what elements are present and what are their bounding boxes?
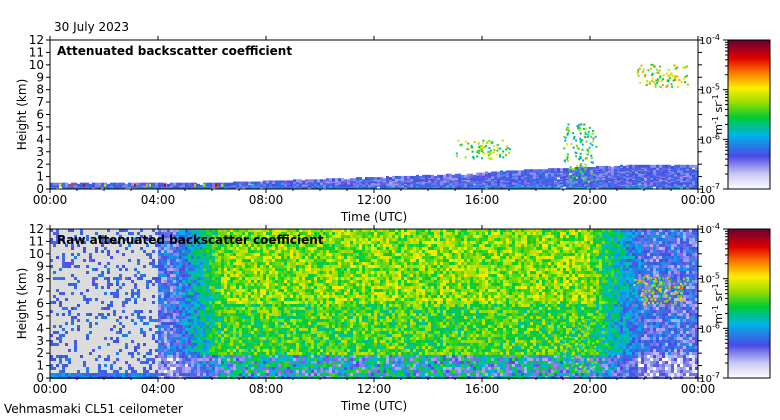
colorbar-tick-label: 10-5 xyxy=(699,272,720,286)
y-tick-label: 9 xyxy=(36,259,44,273)
x-tick-label: 04:00 xyxy=(141,193,176,207)
y-tick-label: 1 xyxy=(36,170,44,184)
colorbar-unit-label: m-1 sr-1 xyxy=(711,283,725,323)
y-tick-label: 12 xyxy=(29,222,44,236)
x-tick-label: 00:00 xyxy=(33,382,68,396)
colorbar-tick-label: 10-6 xyxy=(699,321,720,335)
y-tick-label: 8 xyxy=(36,83,44,97)
colorbar-tick-label: 10-6 xyxy=(699,132,720,146)
colorbar xyxy=(727,228,771,379)
feature-convective-cloud xyxy=(563,319,597,373)
x-tick-label: 08:00 xyxy=(249,382,284,396)
panel-title: Raw attenuated backscatter coefficient xyxy=(57,233,324,247)
y-tick-label: 10 xyxy=(29,247,44,261)
y-tick-label: 0 xyxy=(36,371,44,385)
backscatter-field xyxy=(50,229,698,379)
colorbar-tick-label: 10-4 xyxy=(699,33,720,47)
y-axis-label: Height (km) xyxy=(15,79,29,150)
y-tick-label: 6 xyxy=(36,297,44,311)
x-tick-label: 20:00 xyxy=(573,382,608,396)
x-tick-label: 04:00 xyxy=(141,382,176,396)
x-tick-label: 00:00 xyxy=(681,382,716,396)
y-tick-label: 0 xyxy=(36,182,44,196)
y-tick-label: 11 xyxy=(29,234,44,248)
y-tick-label: 12 xyxy=(29,33,44,47)
colorbar-tick-label: 10-4 xyxy=(699,222,720,236)
colorbar-tick-label: 10-5 xyxy=(699,83,720,97)
y-tick-label: 8 xyxy=(36,272,44,286)
y-tick-label: 7 xyxy=(36,284,44,298)
x-tick-label: 08:00 xyxy=(249,193,284,207)
y-tick-label: 3 xyxy=(36,145,44,159)
instrument-label: Vehmasmaki CL51 ceilometer xyxy=(4,402,183,416)
y-tick-label: 2 xyxy=(36,157,44,171)
colorbar-tick-label: 10-7 xyxy=(699,371,720,385)
y-tick-label: 11 xyxy=(29,45,44,59)
x-axis-label: Time (UTC) xyxy=(340,210,407,224)
colorbar-tick-label: 10-7 xyxy=(699,182,720,196)
y-tick-label: 5 xyxy=(36,120,44,134)
y-tick-label: 9 xyxy=(36,70,44,84)
y-tick-label: 2 xyxy=(36,346,44,360)
y-tick-label: 4 xyxy=(36,321,44,335)
feature-convective-cloud xyxy=(563,123,598,184)
x-tick-label: 00:00 xyxy=(681,193,716,207)
feature-high-cloud xyxy=(633,275,689,306)
plot-area xyxy=(50,40,698,189)
x-tick-label: 16:00 xyxy=(465,382,500,396)
date-label: 30 July 2023 xyxy=(54,20,130,34)
y-tick-label: 1 xyxy=(36,359,44,373)
y-tick-label: 4 xyxy=(36,132,44,146)
y-tick-label: 6 xyxy=(36,108,44,122)
y-tick-label: 10 xyxy=(29,58,44,72)
x-tick-label: 16:00 xyxy=(465,193,500,207)
panel-title: Attenuated backscatter coefficient xyxy=(57,44,292,58)
x-tick-label: 12:00 xyxy=(357,382,392,396)
x-tick-label: 20:00 xyxy=(573,193,608,207)
x-tick-label: 12:00 xyxy=(357,193,392,207)
y-tick-label: 7 xyxy=(36,95,44,109)
colorbar-unit-label: m-1 sr-1 xyxy=(711,94,725,134)
feature-high-cloud xyxy=(636,63,689,88)
colorbar xyxy=(727,39,771,190)
y-tick-label: 3 xyxy=(36,334,44,348)
backscatter-field xyxy=(50,164,698,189)
x-tick-label: 00:00 xyxy=(33,193,68,207)
feature-scattered-clouds xyxy=(455,139,511,160)
x-axis-label: Time (UTC) xyxy=(340,399,407,413)
y-axis-label: Height (km) xyxy=(15,268,29,339)
y-tick-label: 5 xyxy=(36,309,44,323)
